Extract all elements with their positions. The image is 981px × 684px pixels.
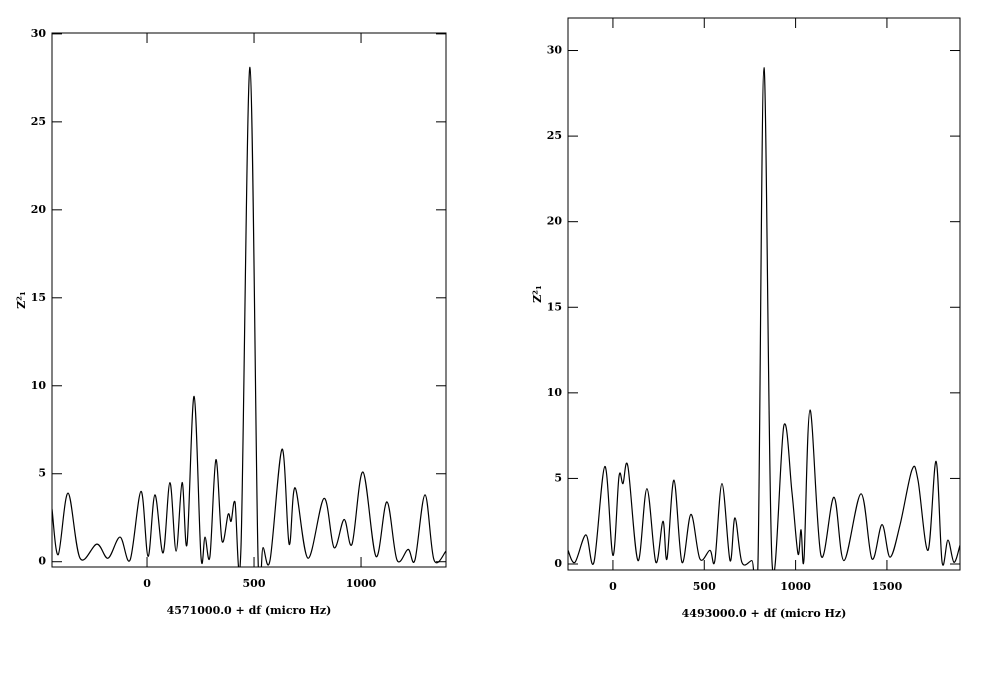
y-tick-label: 25 <box>31 115 46 128</box>
y-axis-label: Z²₁ <box>15 291 28 309</box>
x-tick-label: 500 <box>693 580 716 593</box>
y-tick-label: 0 <box>554 557 562 570</box>
y-tick-label: 30 <box>547 44 563 57</box>
spectrum-line <box>52 66 446 567</box>
y-tick-label: 20 <box>547 215 563 228</box>
y-tick-label: 10 <box>31 379 47 392</box>
x-axis-label: 4493000.0 + df (micro Hz) <box>682 607 847 620</box>
y-tick-label: 20 <box>31 203 47 216</box>
plot-frame <box>567 17 961 571</box>
y-tick-label: 5 <box>554 471 562 484</box>
spectrum-line <box>568 67 960 570</box>
y-tick-label: 15 <box>547 300 562 313</box>
x-tick-label: 0 <box>143 577 151 590</box>
y-axis-label: Z²₁ <box>531 285 544 303</box>
y-tick-label: 5 <box>38 467 46 480</box>
y-tick-label: 0 <box>38 555 46 568</box>
x-tick-label: 500 <box>243 577 266 590</box>
x-tick-label: 1000 <box>346 577 377 590</box>
y-tick-label: 15 <box>31 291 46 304</box>
x-axis-label: 4571000.0 + df (micro Hz) <box>167 604 332 617</box>
x-tick-label: 0 <box>609 580 617 593</box>
y-tick-label: 30 <box>31 27 47 40</box>
y-tick-label: 10 <box>547 386 563 399</box>
plot-frame <box>51 32 447 568</box>
x-tick-label: 1000 <box>780 580 811 593</box>
x-tick-label: 1500 <box>872 580 903 593</box>
y-tick-label: 25 <box>547 129 562 142</box>
